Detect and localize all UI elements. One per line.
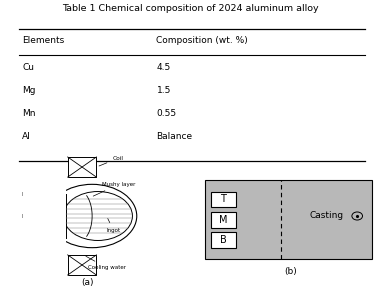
Text: Composition (wt. %): Composition (wt. %) [157,36,248,45]
Bar [205,180,372,259]
Text: Cu: Cu [22,63,35,72]
Bar [48,236,60,248]
Text: Al: Al [22,132,31,141]
Bar [48,184,60,196]
Bar [211,232,236,248]
Text: M: M [219,215,228,225]
Text: (b): (b) [284,268,297,276]
Bar [27,184,48,248]
Bar [211,212,236,228]
Text: 4.5: 4.5 [157,63,171,72]
Bar [68,255,97,275]
Bar [211,192,236,207]
Ellipse shape [63,192,133,240]
Text: Elements: Elements [22,36,65,45]
Text: Cooling water: Cooling water [86,256,126,270]
Text: Balance: Balance [157,132,193,141]
Text: Ingot: Ingot [106,219,120,233]
Bar [23,180,66,252]
Text: B: B [220,235,226,245]
Text: T: T [220,194,226,204]
Text: Mushy layer: Mushy layer [93,182,136,196]
Bar [23,180,60,252]
Text: Table 1 Chemical composition of 2024 aluminum alloy: Table 1 Chemical composition of 2024 alu… [62,4,318,13]
Ellipse shape [48,184,137,248]
Text: 0.55: 0.55 [157,109,177,118]
Bar [68,157,97,177]
Text: Mg: Mg [22,86,36,95]
Text: Mold: Mold [22,192,36,197]
Text: Mn: Mn [22,109,36,118]
Text: Casting: Casting [310,211,344,221]
Text: Melt: Melt [22,213,34,219]
Text: Coil: Coil [99,156,123,166]
Text: 1.5: 1.5 [157,86,171,95]
Text: (a): (a) [82,278,94,287]
